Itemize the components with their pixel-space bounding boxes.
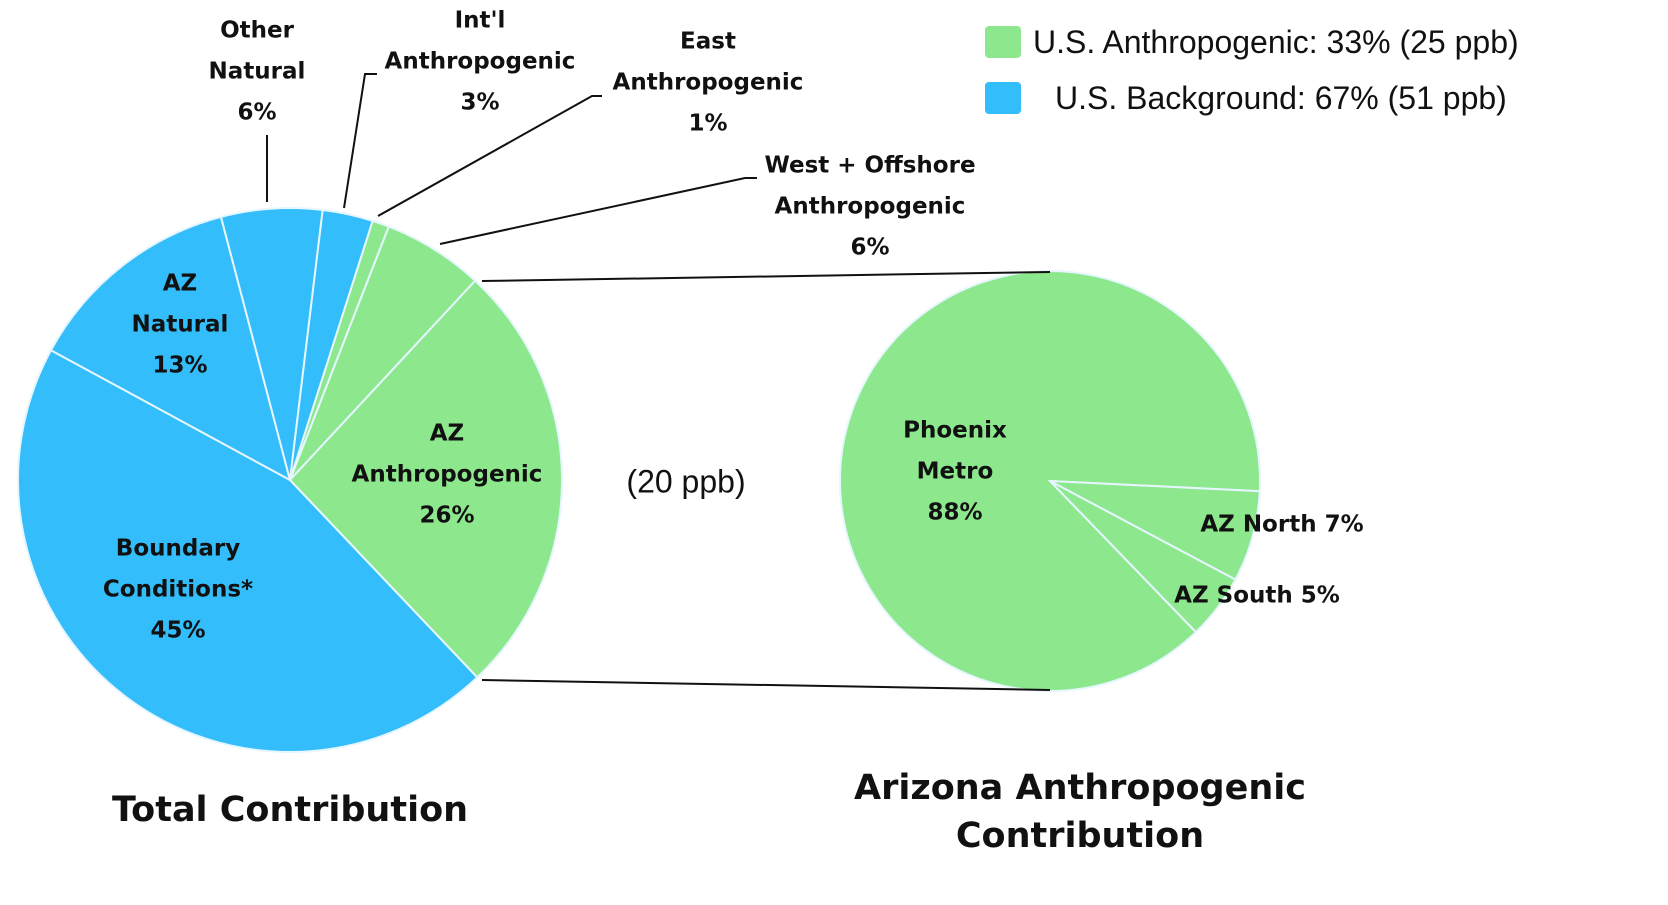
pies: [17, 207, 1261, 753]
slice-value: 6%: [850, 234, 890, 261]
legend-swatch: [985, 82, 1021, 114]
slice-value: 1%: [688, 110, 728, 137]
slice-category: AZ Natural: [131, 270, 229, 338]
pie-slice: [1049, 480, 1237, 634]
slice-label: AZ South 5%: [1147, 576, 1367, 617]
chart-title: Total Contribution: [111, 790, 469, 830]
leader-line: [377, 95, 602, 217]
slice-category: Other Natural: [208, 17, 306, 85]
annotation: (20 ppb): [626, 463, 746, 500]
slice-category: AZ Anthropogenic: [351, 420, 543, 488]
slice-category: West + Offshore Anthropogenic: [764, 152, 976, 220]
slice-label: AZ North 7%: [1172, 505, 1392, 546]
slice-value: 13%: [152, 352, 208, 379]
connector-line: [481, 679, 1051, 691]
slice-value: 26%: [419, 502, 475, 529]
pie-slice: [49, 215, 292, 482]
legend-label: U.S. Background: 67% (51 ppb): [1055, 80, 1507, 116]
slice-label: East Anthropogenic 1%: [593, 22, 823, 145]
leader-line: [439, 177, 757, 245]
chart-title: Arizona Anthropogenic Contribution: [854, 768, 1306, 856]
legend-swatch: [985, 26, 1021, 58]
leader-lines: [266, 73, 1051, 691]
pie-slice: [17, 348, 479, 753]
slice-category: Int'l Anthropogenic: [384, 7, 576, 75]
slice-value: 7%: [1324, 511, 1364, 538]
slice-label: Other Natural 6%: [197, 11, 317, 134]
slice-label: AZ Natural 13%: [120, 264, 240, 387]
slice-category: AZ South: [1174, 582, 1293, 609]
connector-line: [481, 271, 1051, 282]
slice-category: Boundary Conditions*: [102, 535, 254, 603]
slice-label: West + Offshore Anthropogenic 6%: [745, 146, 995, 269]
leader-line: [343, 73, 377, 209]
slice-value: 6%: [237, 99, 277, 126]
slice-label: Boundary Conditions* 45%: [83, 529, 273, 652]
slice-value: 45%: [150, 617, 206, 644]
slice-label: Int'l Anthropogenic 3%: [365, 1, 595, 124]
slice-category: Phoenix Metro: [903, 417, 1007, 485]
legend-label: U.S. Anthropogenic: 33% (25 ppb): [1033, 24, 1519, 60]
slice-value: 5%: [1300, 582, 1340, 609]
slice-category: AZ North: [1200, 511, 1317, 538]
slice-category: East Anthropogenic: [612, 28, 804, 96]
slice-label: Phoenix Metro 88%: [875, 411, 1035, 534]
slice-value: 3%: [460, 89, 500, 116]
pie-slice: [288, 279, 563, 679]
slice-value: 88%: [927, 499, 983, 526]
slice-label: AZ Anthropogenic 26%: [342, 414, 552, 537]
